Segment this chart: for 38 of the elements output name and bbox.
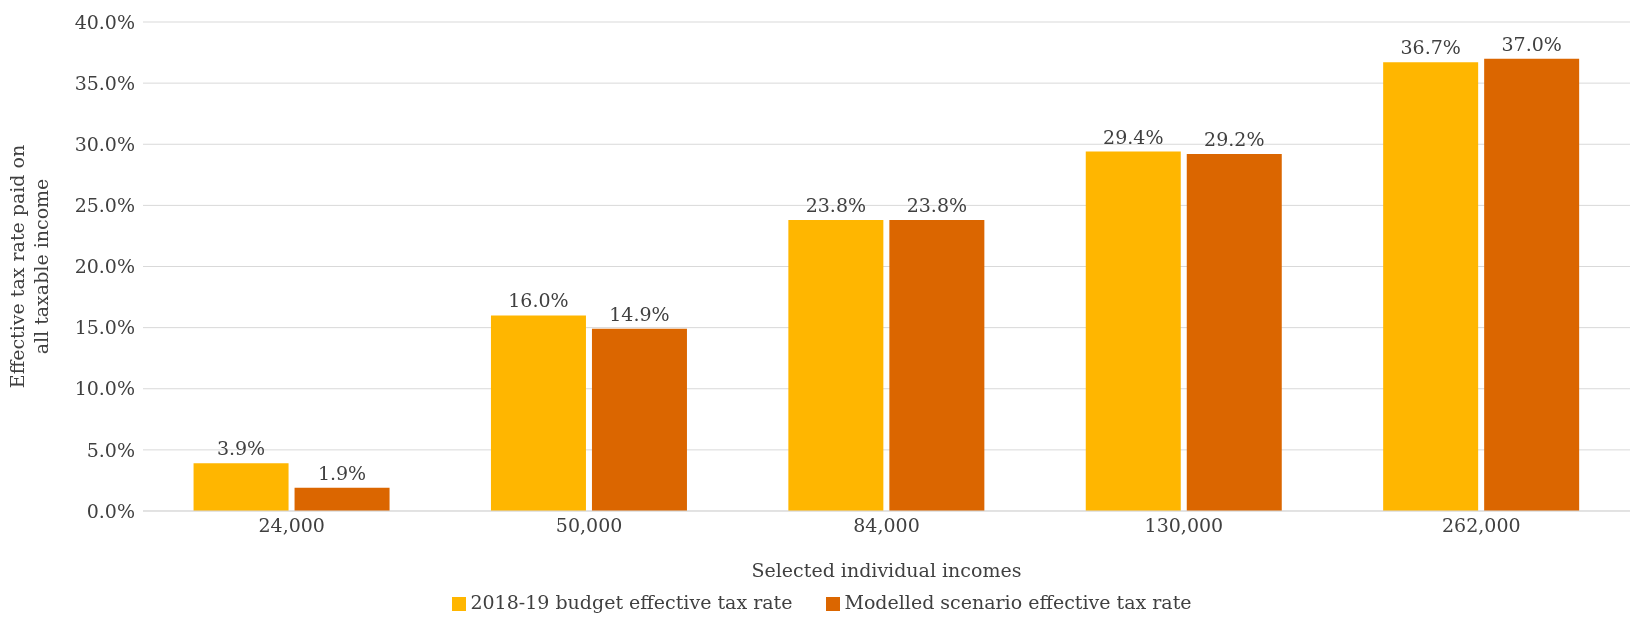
- data-label: 29.2%: [1204, 128, 1265, 151]
- bar: [591, 328, 687, 511]
- data-label: 37.0%: [1501, 32, 1562, 55]
- x-tick-label: 24,000: [258, 514, 325, 537]
- y-tick-label: 30.0%: [74, 132, 135, 155]
- data-label: 3.9%: [216, 437, 266, 460]
- bar: [294, 487, 390, 511]
- data-label: 23.8%: [805, 194, 867, 217]
- y-tick-label: 20.0%: [74, 255, 135, 278]
- bar: [1085, 151, 1181, 511]
- data-label: 23.8%: [906, 194, 968, 217]
- data-label: 14.9%: [609, 302, 670, 325]
- y-axis-title: Effective tax rate paid on all taxable income: [6, 144, 52, 389]
- y-tick-label: 0.0%: [86, 499, 135, 522]
- bar: [1186, 154, 1282, 511]
- y-tick-label: 5.0%: [86, 438, 135, 461]
- bar: [788, 220, 884, 511]
- x-axis-title: Selected individual incomes: [751, 559, 1022, 581]
- legend-label: Modelled scenario effective tax rate: [844, 591, 1192, 613]
- y-tick-label: 35.0%: [74, 71, 135, 94]
- x-tick-label: 84,000: [853, 514, 920, 537]
- data-label: 16.0%: [508, 289, 569, 312]
- y-tick-label: 40.0%: [74, 10, 135, 33]
- bar: [193, 463, 289, 511]
- data-label: 29.4%: [1103, 125, 1164, 148]
- y-tick-label: 25.0%: [74, 194, 135, 217]
- bar: [1383, 62, 1479, 511]
- data-label: 36.7%: [1400, 36, 1461, 59]
- bar: [1484, 58, 1580, 511]
- data-label: 1.9%: [317, 461, 367, 484]
- bar: [889, 220, 985, 511]
- x-tick-label: 262,000: [1442, 514, 1521, 537]
- y-tick-label: 10.0%: [74, 377, 135, 400]
- bar: [490, 315, 586, 511]
- y-tick-label: 15.0%: [74, 316, 135, 339]
- x-tick-label: 50,000: [555, 514, 623, 537]
- legend-label: 2018-19 budget effective tax rate: [470, 591, 793, 613]
- x-tick-label: 130,000: [1144, 514, 1224, 537]
